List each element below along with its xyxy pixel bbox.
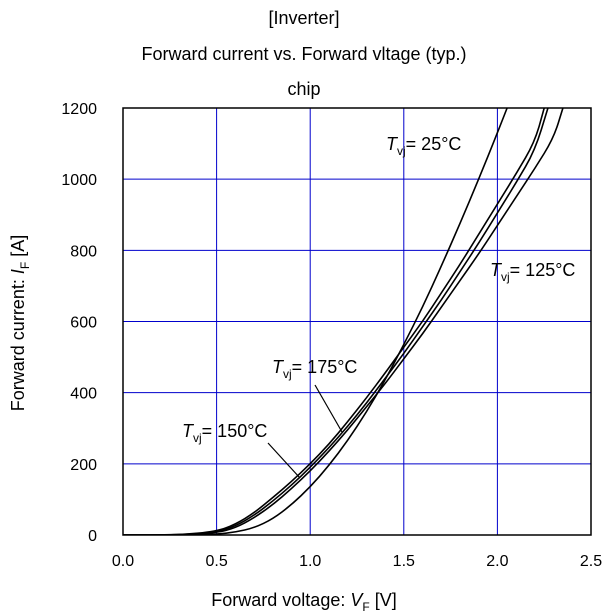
grid [123,108,591,535]
y-tick-label: 600 [70,315,97,332]
x-tick-label: 2.5 [580,553,602,570]
y-axis-label: Forward current: IF [A] [8,235,32,411]
leader-150c [267,442,301,479]
y-tick-labels: 0 200 400 600 800 1000 1200 [61,101,97,545]
y-tick-label: 0 [88,528,97,545]
series-curves [123,108,564,535]
y-tick-label: 800 [70,243,97,260]
x-tick-label: 1.0 [299,553,321,570]
annotation-125c: Tvj= 125°C [490,260,575,284]
chart-title-line-2: Forward current vs. Forward vltage (typ.… [141,44,466,64]
annotation-150c: Tvj= 150°C [182,421,267,445]
y-tick-label: 200 [70,457,97,474]
x-tick-labels: 0.0 0.5 1.0 1.5 2.0 2.5 [112,553,602,570]
annotation-25c: Tvj= 25°C [386,134,461,158]
series-125c-curve [123,108,564,535]
chart-title-line-3: chip [287,79,320,99]
series-150c-curve [123,108,549,535]
series-175c-curve [123,108,545,535]
x-tick-label: 0.0 [112,553,134,570]
x-tick-label: 0.5 [205,553,227,570]
annotation-leaders [267,384,343,479]
chart-title-line-1: [Inverter] [268,8,339,28]
x-axis-label: Forward voltage: VF [V] [211,590,396,614]
series-25c-curve [123,108,508,535]
leader-175c [314,384,343,433]
annotation-175c: Tvj= 175°C [272,357,357,381]
x-tick-label: 1.5 [393,553,415,570]
y-tick-label: 400 [70,386,97,403]
y-tick-label: 1000 [61,172,97,189]
plot-frame [122,107,592,536]
x-tick-label: 2.0 [486,553,508,570]
y-tick-label: 1200 [61,101,97,118]
